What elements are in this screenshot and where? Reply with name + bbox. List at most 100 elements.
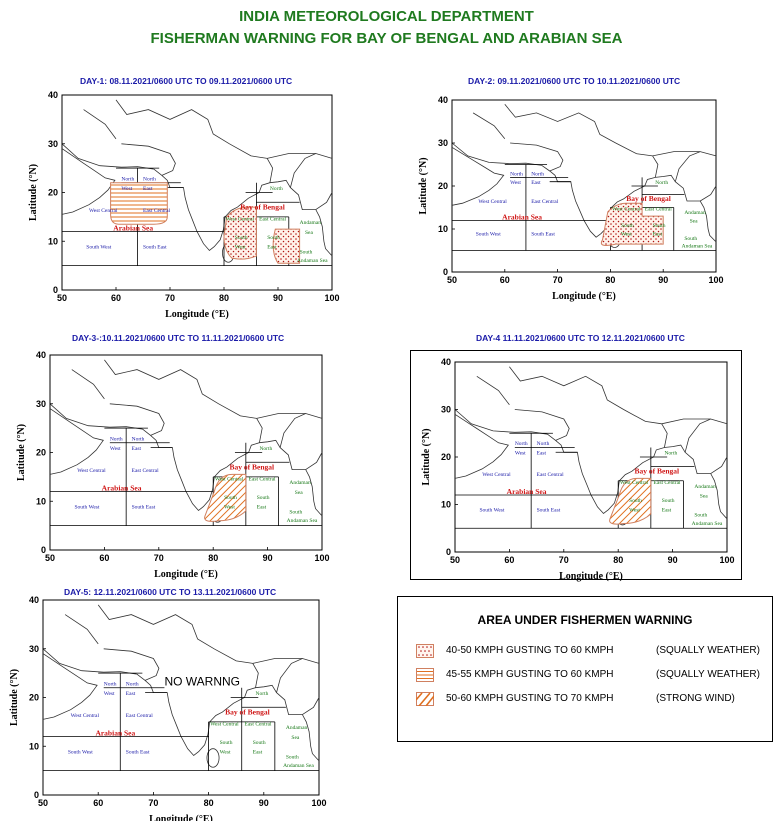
y-tick-label: 10 (29, 741, 39, 751)
x-tick-label: 60 (93, 798, 103, 808)
label-bob-west-central: West Central (210, 721, 239, 727)
x-tick-label: 50 (57, 293, 67, 303)
iran-pakistan-coastline (42, 648, 137, 675)
x-axis-label: Longitude (°E) (154, 569, 218, 580)
no-warning-note: NO WARNNG (164, 674, 240, 688)
label-south-east: South East (143, 245, 167, 251)
y-axis-label: Latitude (°N) (16, 424, 27, 481)
label-west-central: West Central (71, 713, 100, 719)
x-tick-label: 50 (38, 798, 48, 808)
label-south-east: South East (537, 508, 561, 514)
label-bay-of-bengal: Bay of Bengal (230, 463, 275, 472)
label-south-andaman-sea: South (684, 236, 697, 242)
label-east-central: East Central (537, 472, 565, 478)
x-tick-label: 70 (165, 293, 175, 303)
y-tick-label: 20 (29, 693, 39, 703)
y-axis-label: Latitude (°N) (421, 428, 432, 485)
legend-type-1: (SQUALLY WEATHER) (656, 645, 760, 656)
thailand-border (710, 456, 728, 474)
x-tick-label: 70 (148, 798, 158, 808)
y-tick-label: 20 (438, 181, 448, 191)
x-tick-label: 90 (273, 293, 283, 303)
label-arabian-sea: Arabian Sea (507, 487, 547, 496)
label-bob-south-west: South (224, 495, 237, 501)
label-bob-east-central: East Central (259, 216, 287, 222)
iran-border (83, 109, 117, 140)
warning-area-bay-of-bengal (609, 477, 652, 525)
plot-frame (49, 354, 323, 551)
label-east-central: East Central (132, 468, 160, 474)
india-coastline (541, 165, 717, 243)
day-2-label: DAY-2: 09.11.2021/0600 UTC TO 10.11.2021… (468, 76, 681, 86)
x-tick-label: 80 (219, 293, 229, 303)
label-bob-south-west: South (629, 498, 642, 504)
label-north-east: East (531, 180, 541, 186)
label-north-east: East (126, 691, 136, 697)
thailand-border (302, 697, 320, 715)
x-tick-label: 80 (204, 798, 214, 808)
legend-box: AREA UNDER FISHERMEN WARNING 40-50 KMPH … (397, 596, 773, 742)
y-axis-label: Latitude (°N) (9, 669, 20, 726)
day-2-map: 50 60 70 80 90 100 0 10 20 30 40 Longitude (°E) Lati… (418, 95, 724, 302)
iran-pakistan-coastline (454, 409, 548, 435)
label-west-central: West Central (478, 199, 507, 205)
x-axis-label: Longitude (°E) (559, 571, 623, 582)
y-tick-label: 30 (29, 644, 39, 654)
label-north-east: North (132, 436, 145, 442)
y-tick-label: 10 (438, 224, 448, 234)
label-bob-south-east: East (653, 231, 663, 237)
iran-border (476, 375, 510, 406)
label-north-west: North (104, 681, 117, 687)
label-north-west: West (510, 180, 521, 186)
label-north-east: North (531, 171, 544, 177)
diagonal-hatch-swatch (416, 692, 434, 706)
arabia-coastline (49, 408, 104, 475)
label-north-west: West (515, 451, 526, 457)
label-arabian-sea: Arabian Sea (113, 224, 153, 233)
y-tick-label: 40 (36, 350, 46, 360)
label-north-east: East (537, 451, 547, 457)
label-bay-of-bengal: Bay of Bengal (635, 467, 680, 476)
y-tick-label: 30 (36, 399, 46, 409)
label-east-central: East Central (126, 713, 154, 719)
pakistan-border (103, 648, 160, 681)
x-axis-label: Longitude (°E) (552, 291, 616, 302)
x-tick-label: 60 (504, 555, 514, 565)
label-south-west: South West (74, 505, 99, 511)
map-svg: 50 60 70 80 90 100 0 10 20 30 40 Longitude (°E) Lati… (9, 595, 327, 821)
x-tick-label: 60 (111, 293, 121, 303)
y-tick-label: 20 (36, 448, 46, 458)
x-tick-label: 90 (263, 553, 273, 563)
day-4-frame (410, 350, 742, 580)
x-tick-label: 100 (708, 275, 723, 285)
y-tick-label: 0 (446, 547, 451, 557)
legend-speed-1: 40-50 KMPH GUSTING TO 60 KMPH (446, 645, 614, 656)
day-4-map: 50 60 70 80 90 100 0 10 20 30 40 Longitude (°E) Lati… (421, 357, 735, 582)
label-bob-south-east: East (253, 750, 263, 756)
page-subtitle: FISHERMAN WARNING FOR BAY OF BENGAL AND … (150, 30, 623, 47)
label-bob-east-central: East Central (249, 476, 277, 482)
label-arabian-sea: Arabian Sea (95, 729, 135, 738)
x-tick-label: 90 (259, 798, 269, 808)
northern-border (104, 359, 323, 419)
label-south-andaman-sea: Andaman Sea (283, 763, 314, 769)
label-north-west: North (110, 436, 123, 442)
myanmar-border (290, 153, 316, 188)
india-coastline (142, 428, 323, 517)
day-3-label: DAY-3-:10.11.2021/0600 UTC TO 11.11.2021… (72, 333, 285, 343)
warning-area-bay-of-bengal (600, 202, 664, 246)
label-south-west: South West (476, 231, 501, 237)
label-andaman-sea: Sea (700, 493, 709, 499)
day-3-map: 50 60 70 80 90 100 0 10 20 30 40 Longitude (°E) Lati… (16, 350, 330, 580)
india-coastline (153, 168, 333, 257)
plot-frame (454, 361, 728, 553)
label-bob-south-west: West (224, 505, 235, 511)
x-tick-label: 60 (99, 553, 109, 563)
arabia-coastline (61, 148, 116, 215)
plot-frame (451, 99, 717, 273)
label-bob-south-east: East (662, 508, 672, 514)
x-tick-label: 80 (613, 555, 623, 565)
bangladesh-border (266, 158, 274, 183)
page-title: INDIA METEOROLOGICAL DEPARTMENT (239, 8, 534, 25)
label-north-east: North (126, 681, 139, 687)
